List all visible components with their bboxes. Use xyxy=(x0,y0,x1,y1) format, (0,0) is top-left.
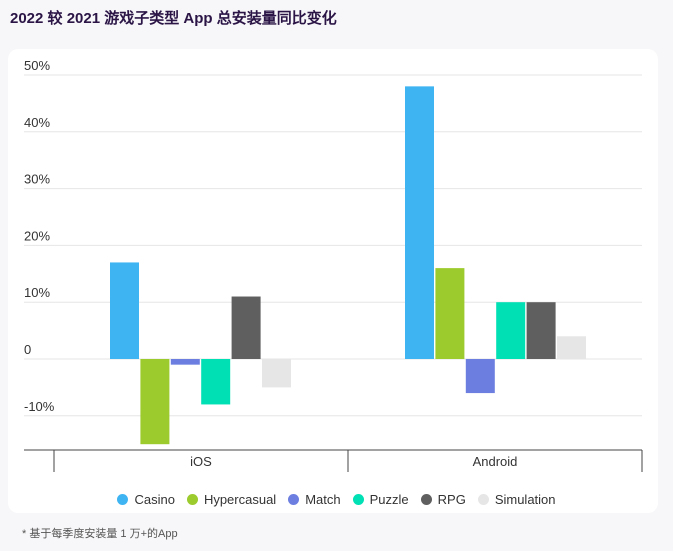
y-tick-label: -10% xyxy=(24,399,55,414)
x-axis: iOS Android xyxy=(24,449,643,472)
x-tick-label: iOS xyxy=(190,454,212,469)
bars xyxy=(110,86,586,445)
bar-simulation-ios xyxy=(262,359,291,388)
legend-item: Match xyxy=(288,492,341,507)
y-tick-label: 20% xyxy=(24,228,50,243)
bar-puzzle-android xyxy=(496,302,526,359)
y-axis-ticks: 50% 40% 30% 20% 10% 0 -10% xyxy=(24,58,55,414)
legend-item: Simulation xyxy=(477,492,556,507)
y-tick-label: 40% xyxy=(24,115,50,130)
bar-hypercasual-ios xyxy=(140,359,170,445)
footnote: * 基于每季度安装量 1 万+的App xyxy=(22,528,178,540)
bar-match-ios xyxy=(170,359,200,365)
legend-swatch xyxy=(352,494,364,505)
bar-match-android xyxy=(465,359,495,394)
legend-swatch xyxy=(477,494,489,505)
legend-label: Match xyxy=(305,492,341,507)
legend-label: Simulation xyxy=(494,492,556,507)
bar-casino-ios xyxy=(110,262,139,359)
bar-casino-android xyxy=(405,86,434,360)
y-tick-label: 30% xyxy=(24,172,50,187)
legend-label: Casino xyxy=(134,492,175,507)
y-tick-label: 50% xyxy=(24,58,50,73)
legend-item: Casino xyxy=(117,492,175,507)
legend-swatch xyxy=(288,494,300,505)
legend-item: RPG xyxy=(420,492,466,507)
legend-swatch xyxy=(186,494,198,505)
bar-simulation-android xyxy=(557,336,586,359)
y-tick-label: 0 xyxy=(24,342,31,357)
chart-title: 2022 较 2021 游戏子类型 App 总安装量同比变化 xyxy=(10,10,337,27)
bar-puzzle-ios xyxy=(201,359,231,405)
legend-item: Puzzle xyxy=(352,492,409,507)
legend-label: Puzzle xyxy=(369,492,409,507)
bar-rpg-ios xyxy=(231,296,261,359)
x-tick-label: Android xyxy=(473,454,518,469)
gridlines xyxy=(24,74,642,417)
legend-label: RPG xyxy=(437,492,466,507)
legend-swatch xyxy=(420,494,432,505)
y-tick-label: 10% xyxy=(24,285,50,300)
bar-rpg-android xyxy=(526,302,556,359)
legend-swatch xyxy=(117,494,129,505)
legend-label: Hypercasual xyxy=(203,492,277,507)
bar-hypercasual-android xyxy=(435,268,465,359)
legend: Casino Hypercasual Match Puzzle RPG Simulatio… xyxy=(0,492,673,507)
legend-item: Hypercasual xyxy=(186,492,277,507)
